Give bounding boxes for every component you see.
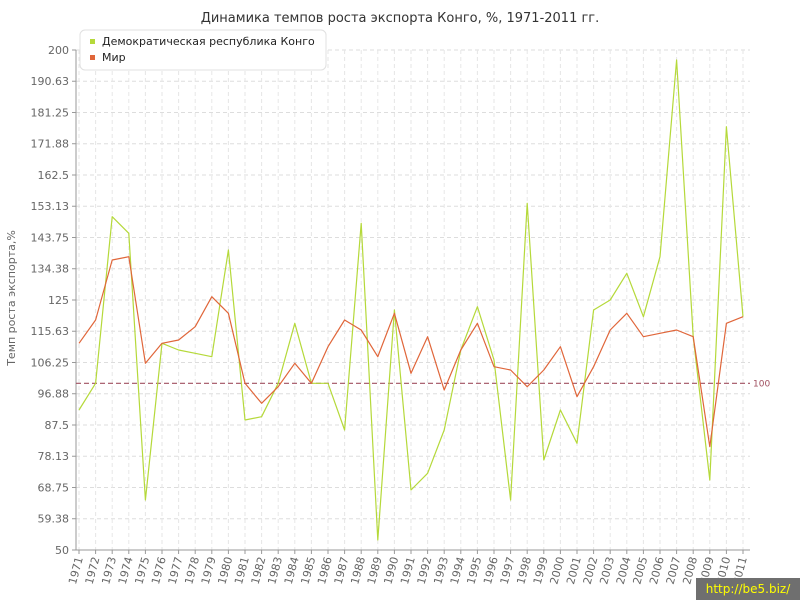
reference-line: 100: [76, 379, 770, 389]
y-tick-label: 200: [48, 44, 69, 57]
y-tick-label: 106.25: [31, 357, 70, 370]
grid: [76, 49, 750, 551]
legend-swatch: [90, 39, 95, 44]
y-tick-label: 143.75: [31, 232, 70, 245]
y-tick-label: 96.88: [38, 388, 70, 401]
y-tick-label: 59.38: [38, 513, 70, 526]
y-tick-label: 134.38: [31, 263, 70, 276]
y-tick-label: 50: [55, 544, 69, 557]
series-line-1: [78, 59, 744, 541]
legend-label: Мир: [102, 51, 126, 64]
series-lines: [78, 59, 744, 541]
axes: [75, 50, 750, 551]
y-tick-label: 162.5: [38, 169, 70, 182]
legend-box: [79, 29, 327, 71]
legend: Демократическая республика Конго Мир: [79, 29, 327, 71]
legend-label: Демократическая республика Конго: [102, 35, 315, 48]
y-tick-label: 87.5: [45, 419, 70, 432]
watermark[interactable]: http://be5.biz/: [696, 578, 800, 600]
y-tick-label: 171.88: [31, 138, 70, 151]
y-tick-label: 181.25: [31, 107, 70, 120]
y-tick-label: 115.63: [31, 325, 70, 338]
y-axis-label: Темп роста экспорта,%: [5, 230, 18, 367]
x-axis-ticks: 1971197219731974197519761977197819791980…: [66, 550, 750, 586]
legend-swatch: [90, 55, 95, 60]
y-tick-label: 190.63: [31, 75, 70, 88]
y-tick-label: 153.13: [31, 200, 70, 213]
chart-title: Динамика темпов роста экспорта Конго, %,…: [201, 11, 600, 26]
y-tick-label: 125: [48, 294, 69, 307]
reference-line-label: 100: [753, 379, 770, 389]
series-line-2: [78, 256, 744, 448]
y-tick-label: 78.13: [38, 450, 70, 463]
y-axis-ticks: 50 59.38 68.75 78.13 87.5 96.88 106.25 115.63 12…: [31, 44, 76, 557]
y-tick-label: 68.75: [38, 482, 70, 495]
